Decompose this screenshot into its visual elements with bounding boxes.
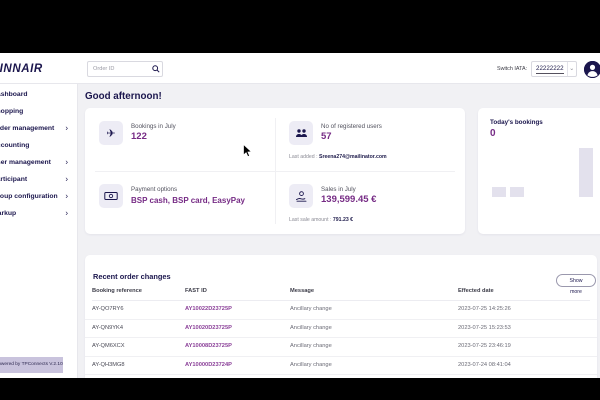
order-id-input[interactable] xyxy=(88,66,150,72)
divider xyxy=(95,171,455,172)
order-id-search[interactable] xyxy=(87,61,163,77)
sales-icon xyxy=(289,184,313,208)
col-booking-reference: Booking reference xyxy=(92,288,142,294)
page-greeting: Good afternoon! xyxy=(85,91,162,102)
orders-table-body: AY-QO7RY6 AY10022D23725P Ancillary chang… xyxy=(85,301,597,375)
iata-select[interactable]: 22222222 ⌄ xyxy=(531,61,577,77)
stat-bookings: ✈ Bookings in July 122 xyxy=(85,108,275,171)
search-icon[interactable] xyxy=(150,65,162,73)
cash-icon xyxy=(99,184,123,208)
sidebar-item-shopping[interactable]: Shopping xyxy=(0,108,24,115)
sidebar-item-markup[interactable]: Markup › xyxy=(0,208,68,218)
col-fast-id: FAST ID xyxy=(185,288,207,294)
sidebar-item-dashboard[interactable]: Dashboard xyxy=(0,91,28,98)
fast-id-link[interactable]: AY10000D23724P xyxy=(185,361,232,368)
fast-id-link[interactable]: AY10008D23725P xyxy=(185,343,232,349)
sidebar-item-order-management[interactable]: Order management › xyxy=(0,123,68,133)
recent-order-changes-card: Recent order changes Show more Booking r… xyxy=(85,255,597,378)
plane-icon: ✈ xyxy=(99,121,123,145)
stat-sales: Sales in July 139,599.45 € Last sale amo… xyxy=(289,184,377,223)
booking-reference: AY-QH3MG8 xyxy=(92,361,125,368)
chevron-down-icon: ⌄ xyxy=(566,62,576,76)
table-row[interactable]: AY-QH3MG8 AY10000D23724P Ancillary chang… xyxy=(85,357,597,375)
stat-registered-users: No of registered users 57 Last added : S… xyxy=(289,121,387,160)
sidebar: Dashboard Shopping Order management › Ac… xyxy=(0,84,78,378)
orders-title: Recent order changes xyxy=(93,272,171,281)
effected-date: 2023-07-25 14:25:26 xyxy=(458,306,511,312)
todays-bookings-card: Today's bookings 0 xyxy=(478,108,600,234)
sidebar-item-group-configuration[interactable]: Group configuration › xyxy=(0,191,68,201)
message: Ancillary change xyxy=(290,306,332,312)
chevron-right-icon: › xyxy=(65,174,68,184)
sidebar-footer: Powered by TPConnects V.2.10.0 xyxy=(0,357,63,373)
booking-reference: AY-QM6XCX xyxy=(92,343,125,349)
placeholder-bar xyxy=(579,148,593,197)
sidebar-nav: Dashboard Shopping Order management › Ac… xyxy=(0,86,77,222)
col-message: Message xyxy=(290,288,315,294)
last-added: Last added : Sreena274@mailinator.com xyxy=(289,154,387,160)
finnair-logo: FINNAIR xyxy=(0,63,43,75)
top-header: FINNAIR Switch IATA: 22222222 ⌄ xyxy=(0,53,600,84)
message: Ancillary change xyxy=(290,324,332,331)
chevron-right-icon: › xyxy=(65,191,68,201)
chevron-right-icon: › xyxy=(65,157,68,167)
iata-value: 22222222 xyxy=(536,64,564,74)
message: Ancillary change xyxy=(290,361,332,368)
table-row[interactable]: AY-QM6XCX AY10008D23725P Ancillary chang… xyxy=(85,338,597,357)
divider xyxy=(92,300,590,301)
effected-date: 2023-07-25 23:46:19 xyxy=(458,343,511,349)
booking-reference: AY-QN9YK4 xyxy=(92,324,123,331)
sidebar-item-user-management[interactable]: User management › xyxy=(0,157,68,167)
chevron-right-icon: › xyxy=(65,123,68,133)
stats-card: ✈ Bookings in July 122 No of registered … xyxy=(85,108,465,234)
placeholder-bar xyxy=(492,187,506,197)
message: Ancillary change xyxy=(290,343,332,349)
users-icon xyxy=(289,121,313,145)
letterbox-bottom xyxy=(0,378,600,400)
stat-payment-options: Payment options BSP cash, BSP card, Easy… xyxy=(85,171,275,234)
table-row[interactable]: AY-QN9YK4 AY10020D23725P Ancillary chang… xyxy=(85,320,597,338)
chevron-right-icon: › xyxy=(65,208,68,218)
effected-date: 2023-07-25 15:23:53 xyxy=(458,324,511,331)
fast-id-link[interactable]: AY10022D23725P xyxy=(185,306,232,312)
placeholder-bar xyxy=(510,187,524,197)
fast-id-link[interactable]: AY10020D23725P xyxy=(185,324,232,331)
person-icon xyxy=(584,61,600,78)
last-sale-amount: Last sale amount : 791.23 € xyxy=(289,217,354,223)
sidebar-item-accounting[interactable]: Accounting xyxy=(0,142,30,149)
sidebar-item-participant[interactable]: Participant › xyxy=(0,174,68,184)
booking-reference: AY-QO7RY6 xyxy=(92,306,124,312)
mouse-cursor xyxy=(243,144,253,158)
effected-date: 2023-07-24 08:41:04 xyxy=(458,361,511,368)
switch-iata-label: Switch IATA: xyxy=(497,66,528,72)
col-effected-date: Effected date xyxy=(458,288,494,294)
table-row[interactable]: AY-QO7RY6 AY10022D23725P Ancillary chang… xyxy=(85,301,597,320)
user-avatar[interactable] xyxy=(584,61,600,78)
show-more-button[interactable]: Show more xyxy=(556,274,596,295)
